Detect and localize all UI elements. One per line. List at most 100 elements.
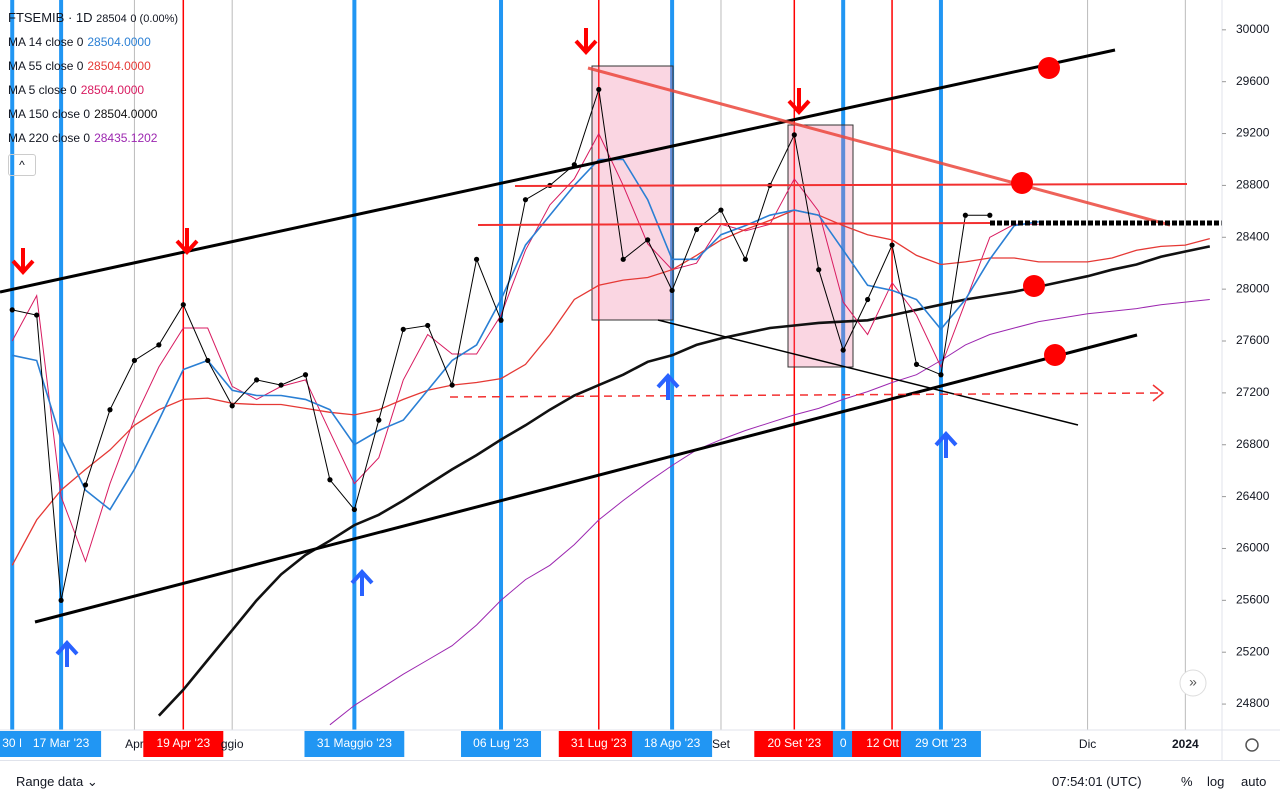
interval: 1D [75,10,93,25]
legend-entry: MA 5 close 0 28504.0000 [8,80,178,104]
price-dot [840,347,846,353]
highlight-box [787,124,854,368]
range-label[interactable]: Range data [16,774,84,789]
y-tick-label: 27200 [1236,385,1270,399]
price-dot [816,267,822,273]
x-tick-label: 19 Apr '23 [156,736,210,750]
clock: 07:54:01 (UTC) [1052,774,1142,789]
event-label-box [143,731,224,757]
event-label-box [21,731,102,757]
price-dot [498,317,504,323]
price-dot [58,597,64,603]
series-line [329,299,1210,726]
price-dot [913,361,920,367]
event-label-box [754,731,835,757]
legend-value: 28504.0000 [94,107,158,121]
marker-dot [1011,172,1033,194]
price-dot [34,312,40,318]
price-dot [596,86,602,93]
symbol-row: FTSEMIB · 1D 28504 0 (0.00%) [8,10,179,25]
last-price: 28504 [96,13,127,25]
price-dot [889,242,895,248]
price-dot [865,296,871,303]
price-dot [449,382,455,388]
x-tick-label: 17 Mar '23 [33,736,90,750]
legend-name: MA 5 close 0 [8,83,77,97]
legend-name: MA 14 close 0 [8,35,84,49]
series-line [12,158,1039,511]
price-dot [180,302,186,308]
bottom-toolbar: Range data ⌄ 07:54:01 (UTC) % log auto [0,760,1280,800]
level-line [477,222,991,226]
x-tick-label: 20 Set '23 [767,736,821,750]
price-dot [693,226,700,233]
y-tick-label: 30000 [1236,22,1270,36]
legend-entry: MA 55 close 0 28504.0000 [8,56,178,80]
collapse-legend[interactable]: ^ [8,154,36,176]
legend: FTSEMIB · 1D 28504 0 (0.00%) MA 14 close… [8,8,178,176]
price-dot [156,342,162,348]
y-tick-label: 27600 [1236,333,1270,347]
price-dot [278,382,284,388]
y-tick-label: 29200 [1236,126,1270,140]
price-dot [107,407,113,413]
trend-line [657,319,1079,426]
y-tick-label: 26000 [1236,541,1270,555]
event-label-box [558,731,639,757]
legend-value: 28504.0000 [87,35,151,49]
event-label-box [632,731,713,757]
price-dot [254,377,260,383]
price-change: 0 (0.00%) [130,13,179,25]
price-dot [9,307,15,313]
price-dot [327,477,333,483]
arrow-head [1152,384,1165,402]
x-tick-label: Apr [125,737,144,751]
x-tick-label: 18 Ago '23 [644,736,701,750]
price-dot [645,237,651,243]
y-tick-label: 24800 [1236,696,1270,710]
highlight-box [591,65,674,321]
price-dot [229,403,235,409]
price-dot [987,212,993,218]
price-dot [742,256,749,262]
legend-name: MA 55 close 0 [8,59,84,73]
percent-toggle[interactable]: % [1181,774,1193,789]
price-dot [82,482,89,488]
x-tick-label: 2024 [1172,737,1199,751]
auto-toggle[interactable]: auto [1241,774,1267,789]
event-label-box [304,731,405,757]
x-tick-label: 31 Maggio '23 [317,736,392,750]
sell-arrow [11,246,35,274]
legend-value: 28435.1202 [94,131,158,145]
scroll-icon[interactable]: » [1189,674,1197,690]
price-dot [400,326,406,332]
y-tick-label: 28400 [1236,229,1270,243]
marker-dot [1044,344,1066,366]
scroll-button[interactable] [1179,669,1207,697]
range-button[interactable]: Range data ⌄ [16,774,98,789]
event-label-box [832,731,854,757]
chart: 30 I 17 Mar '23 Apr 19 Apr '23 ggio 31 Maggio… [0,0,1280,760]
price-dot [669,287,675,294]
x-tick-label: 31 Lug '23 [571,736,627,750]
settings-button[interactable] [1245,738,1259,752]
symbol: FTSEMIB [8,10,65,25]
price-dot [351,506,357,513]
price-dot [522,197,529,203]
sell-arrow [574,26,598,54]
log-toggle[interactable]: log [1207,774,1225,789]
price-dot [131,357,138,364]
legend-value: 28504.0000 [80,83,145,97]
y-tick-label: 28800 [1236,178,1270,192]
x-tick-label: 29 Ott '23 [915,736,967,750]
y-tick-label: 25600 [1236,593,1270,607]
dashed-line [449,392,1161,398]
y-tick-label: 26400 [1236,489,1270,503]
legend-value: 28504.0000 [87,59,151,73]
price-dot [473,256,480,262]
price-dot [620,256,626,262]
x-tick-label: ggio [221,737,244,751]
event-label-box [461,731,542,757]
y-tick-label: 25200 [1236,644,1270,658]
